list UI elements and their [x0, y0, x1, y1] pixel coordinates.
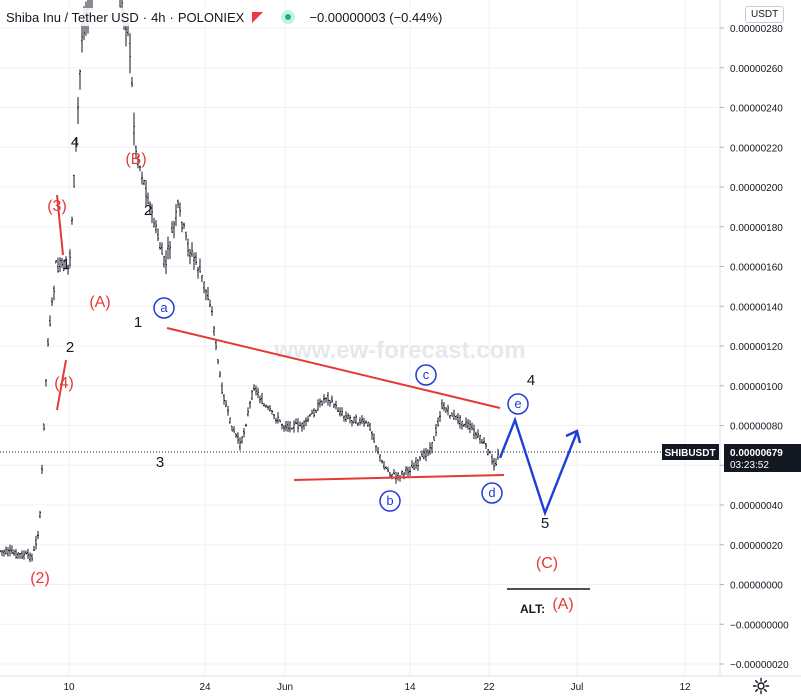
wave-label-blue: e [514, 396, 521, 411]
settings-gear-icon[interactable] [752, 677, 770, 695]
wave-label-red: (3) [47, 198, 67, 215]
price-tick-label: 0.00000180 [730, 223, 783, 234]
price-tick-label: 0.00000080 [730, 422, 783, 433]
time-tick-label: 10 [63, 682, 75, 693]
wave-label-blue: b [386, 493, 393, 508]
price-tick-label: 0.00000040 [730, 501, 783, 512]
chart-header: Shiba Inu / Tether USD · 4h · POLONIEX −… [6, 8, 443, 26]
last-price-tag: SHIBUSDT 0.00000679 03:23:52 [662, 444, 801, 472]
wave-label-red: (4) [54, 375, 74, 392]
price-tag [724, 444, 801, 472]
alt-label: ALT: [520, 602, 545, 616]
time-tick-label: 24 [199, 682, 211, 693]
price-tick-label: −0.00000000 [730, 620, 789, 631]
symbol-name[interactable]: Shiba Inu / Tether USD [6, 9, 139, 25]
candle-series [0, 0, 499, 563]
price-change: −0.00000003 (−0.44%) [309, 9, 443, 25]
triangle-lower-line [293, 474, 505, 481]
price-tick-label: 0.00000260 [730, 64, 783, 75]
interval-label[interactable]: 4h [151, 9, 166, 25]
price-tick-label: 0.00000160 [730, 263, 783, 274]
wave-label-black: 1 [134, 314, 142, 331]
time-axis[interactable]: 10 24 Jun 14 22 Jul 12 [63, 682, 691, 693]
wave-label-blue: c [423, 367, 430, 382]
wave-label-red: (2) [30, 570, 50, 587]
wave-label-black: 3 [156, 454, 164, 471]
price-tick-label: 0.00000020 [730, 541, 783, 552]
projection-arrowhead [565, 429, 582, 444]
projection-path [498, 416, 579, 517]
wave-label-blue: a [160, 300, 168, 315]
wave-circle [153, 297, 175, 319]
price-tick-label: 0.00000220 [730, 143, 783, 154]
triangle-upper-line [166, 327, 501, 409]
watermark: www.ew-forecast.com [273, 337, 525, 364]
wave-circle [415, 364, 437, 386]
price-tag-countdown: 03:23:52 [730, 460, 769, 471]
flag-icon[interactable] [252, 11, 264, 23]
exchange-label: POLONIEX [177, 9, 245, 25]
price-tick-label: 0.00000140 [730, 302, 783, 313]
wave-label-red: (B) [125, 151, 146, 168]
wave-circle [507, 393, 529, 415]
wave4-stroke [56, 359, 67, 411]
wave-label-black: 2 [66, 339, 74, 356]
price-tick-label: 0.00000200 [730, 183, 783, 194]
wave-circle [481, 482, 503, 504]
time-tick-label: 22 [483, 682, 495, 693]
wave-label-black: 4 [71, 134, 79, 151]
header-separator: · [169, 9, 174, 25]
wave-circle [379, 490, 401, 512]
symbol-tag-text: SHIBUSDT [664, 448, 715, 459]
price-tick-label: 0.00000280 [730, 24, 783, 35]
symbol-tag [662, 444, 719, 460]
price-tick-label: 0.00000120 [730, 342, 783, 353]
wave-label-red: (C) [536, 555, 558, 572]
header-separator: · [142, 9, 148, 25]
wave-label-black: 1 [62, 256, 70, 273]
status-dot-icon [281, 10, 296, 24]
time-tick-label: Jul [571, 682, 584, 693]
wave-label-red: (A) [89, 294, 110, 311]
wave-label-black: 4 [527, 372, 535, 389]
price-tick-label: −0.00000020 [730, 660, 789, 671]
currency-button[interactable]: USDT [745, 6, 785, 23]
price-axis[interactable]: 0.00000280 0.00000260 0.00000240 0.00000220… [720, 24, 789, 700]
time-tick-label: Jun [277, 682, 293, 693]
wave3-stroke [56, 194, 64, 256]
wave-label-black: 2 [144, 202, 152, 219]
wave-drawings: 4 2 1 2 1 3 4 5 (B) (3) (A) (4) (2) (C) (A) a b c d e ALT: [30, 134, 590, 616]
price-tick-label: 0.00000000 [730, 581, 783, 592]
time-tick-label: 14 [404, 682, 416, 693]
price-tag-value: 0.00000679 [730, 448, 783, 459]
price-tick-label: 0.00000240 [730, 104, 783, 115]
grid-lines [0, 0, 720, 676]
wave-label-black: 5 [541, 515, 549, 532]
time-tick-label: 12 [679, 682, 691, 693]
price-tick-label: 0.00000100 [730, 382, 783, 393]
wave-label-red: (A) [552, 596, 573, 613]
wave-label-blue: d [488, 485, 495, 500]
